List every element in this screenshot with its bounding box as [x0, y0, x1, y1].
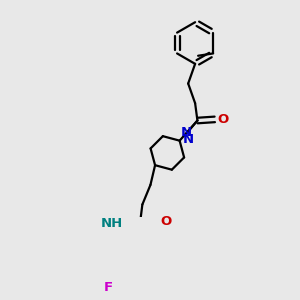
- Text: N: N: [182, 133, 194, 146]
- Text: N: N: [180, 126, 191, 139]
- Text: O: O: [218, 113, 229, 126]
- Text: O: O: [160, 215, 171, 228]
- Text: F: F: [104, 281, 113, 294]
- Text: NH: NH: [100, 217, 123, 230]
